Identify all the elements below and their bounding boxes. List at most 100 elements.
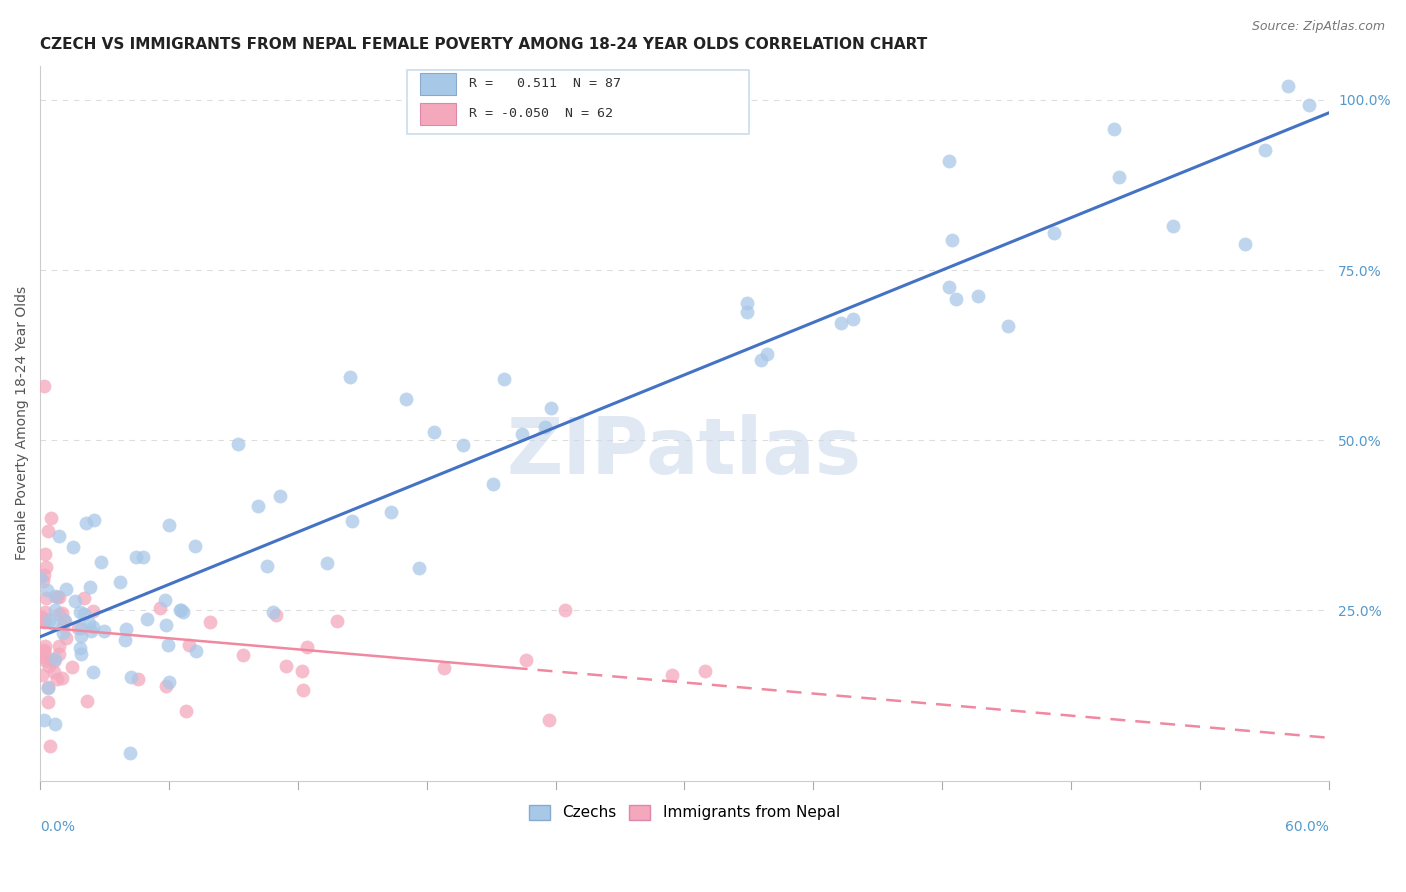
FancyBboxPatch shape [420,73,457,95]
Point [38,659,60,673]
Point [945,293,967,307]
Point [226,437,249,451]
Point [1102,122,1125,136]
Point [533,419,555,434]
Point [44,602,66,616]
Text: 60.0%: 60.0% [1285,820,1329,834]
Point [157,518,180,533]
Point [37,695,59,709]
Point [326,614,349,628]
Point [174,704,197,718]
Y-axis label: Female Poverty Among 18-24 Year Olds: Female Poverty Among 18-24 Year Olds [15,286,30,560]
Point [316,557,339,571]
Point [48,590,70,604]
Point [997,318,1019,333]
Point [32,645,55,659]
Point [38,613,60,627]
Point [510,426,533,441]
Point [34,379,56,393]
Point [32,615,55,629]
Point [45,590,67,604]
Point [75,516,97,530]
Point [51,672,73,686]
Point [37,681,59,696]
Point [55,614,77,628]
Text: R = -0.050  N = 62: R = -0.050 N = 62 [470,107,613,120]
Point [157,675,180,690]
Point [492,372,515,386]
Point [73,607,96,621]
Point [118,747,141,761]
Point [735,304,758,318]
Point [44,716,66,731]
Point [515,653,537,667]
Text: Source: ZipAtlas.com: Source: ZipAtlas.com [1251,20,1385,33]
Text: 0.0%: 0.0% [41,820,75,834]
Point [53,613,76,627]
Point [30,571,52,585]
Point [120,670,142,684]
Point [31,667,53,681]
Point [30,649,52,664]
Text: CZECH VS IMMIGRANTS FROM NEPAL FEMALE POVERTY AMONG 18-24 YEAR OLDS CORRELATION : CZECH VS IMMIGRANTS FROM NEPAL FEMALE PO… [41,37,928,53]
Point [755,347,778,361]
Point [70,629,93,643]
Point [169,602,191,616]
Point [432,661,454,675]
Point [79,580,101,594]
Point [157,639,180,653]
Point [135,612,157,626]
Point [1233,236,1256,251]
Point [131,549,153,564]
Point [127,672,149,686]
Point [90,555,112,569]
Point [966,289,988,303]
Point [172,605,194,619]
Point [451,437,474,451]
Point [941,233,963,247]
Point [155,618,177,632]
Point [153,593,176,607]
Point [44,665,66,679]
Point [537,714,560,728]
Point [51,625,73,640]
Point [186,644,208,658]
Point [31,610,53,624]
Point [37,582,59,597]
Point [200,615,222,629]
Point [291,664,314,678]
Point [938,154,960,169]
Point [39,652,62,666]
Point [32,574,55,588]
Point [749,353,772,368]
Point [395,392,418,406]
Point [232,648,254,662]
Point [37,524,59,538]
FancyBboxPatch shape [420,103,457,125]
Point [269,489,291,503]
Point [262,605,284,619]
Point [737,296,759,310]
Point [42,616,65,631]
Point [77,615,100,630]
Point [82,665,104,679]
Point [34,612,56,626]
Text: R =   0.511  N = 87: R = 0.511 N = 87 [470,78,621,90]
Point [380,505,402,519]
Point [79,624,101,638]
Point [34,654,56,668]
Point [63,594,86,608]
Point [44,589,66,603]
Point [554,603,576,617]
Point [83,514,105,528]
Point [30,610,52,624]
Point [70,647,93,661]
Point [938,280,960,294]
Point [35,591,58,606]
Point [34,605,56,619]
Point [155,679,177,693]
Point [82,620,104,634]
Point [34,713,56,727]
Point [661,667,683,681]
Point [276,659,298,673]
